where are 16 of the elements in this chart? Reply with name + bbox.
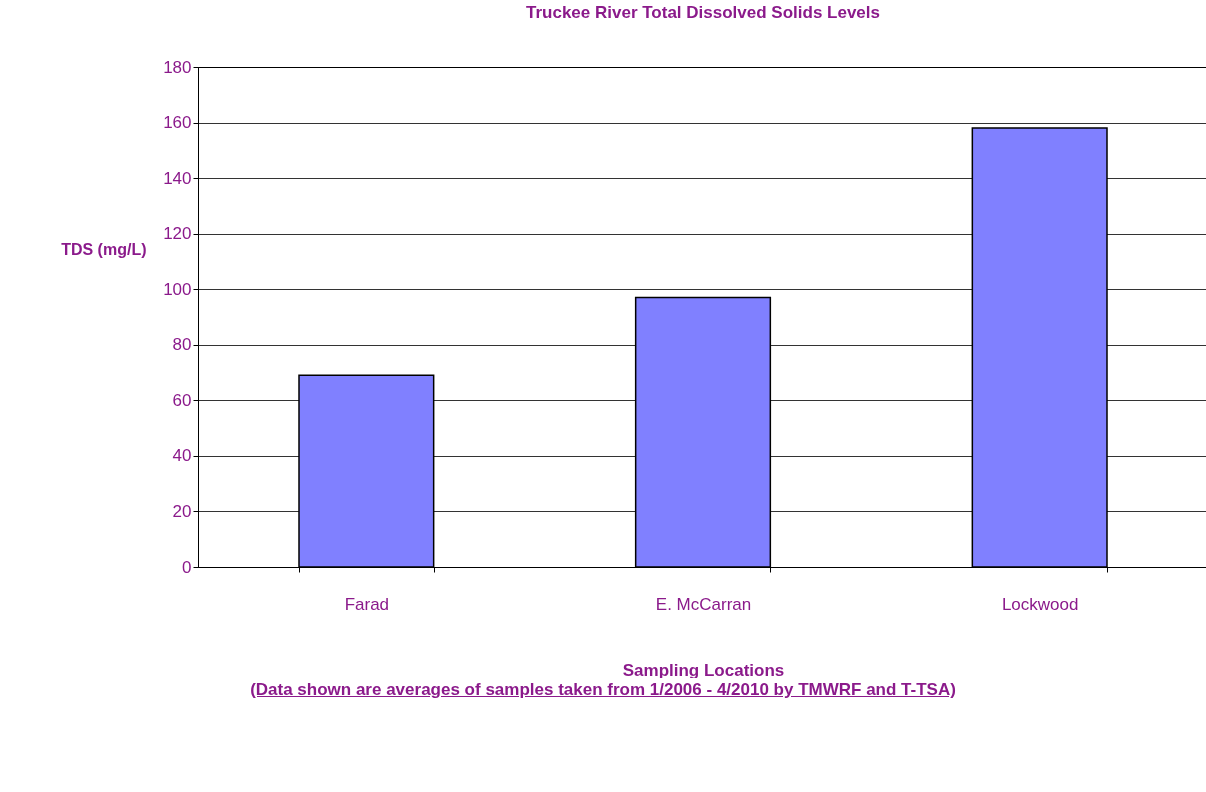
y-tick-label: 140 — [163, 168, 192, 188]
y-tick-label: 160 — [163, 113, 192, 133]
x-tick-label: E. McCarran — [655, 594, 752, 614]
y-tick-label: 60 — [172, 390, 192, 410]
y-tick-label: 40 — [172, 446, 192, 466]
y-tick-label: 120 — [163, 224, 192, 244]
y-tick-label: 100 — [163, 279, 192, 299]
y-tick-label: 20 — [172, 501, 192, 521]
text: (Data shown are averages of samples taken from 1/2006 - 4/2010 by TMWRF and T-TSA) — [249, 680, 957, 700]
y-tick-label: 180 — [163, 57, 192, 77]
x-tick-label: Farad — [344, 594, 390, 614]
x-tick-label: Lockwood — [1001, 594, 1079, 614]
y-tick-label: 0 — [182, 557, 192, 577]
chart-title: Truckee River Total Dissolved Solids Levels — [526, 3, 880, 22]
y-axis-title: TDS (mg/L) — [61, 240, 147, 258]
y-tick-label: 80 — [172, 335, 192, 355]
